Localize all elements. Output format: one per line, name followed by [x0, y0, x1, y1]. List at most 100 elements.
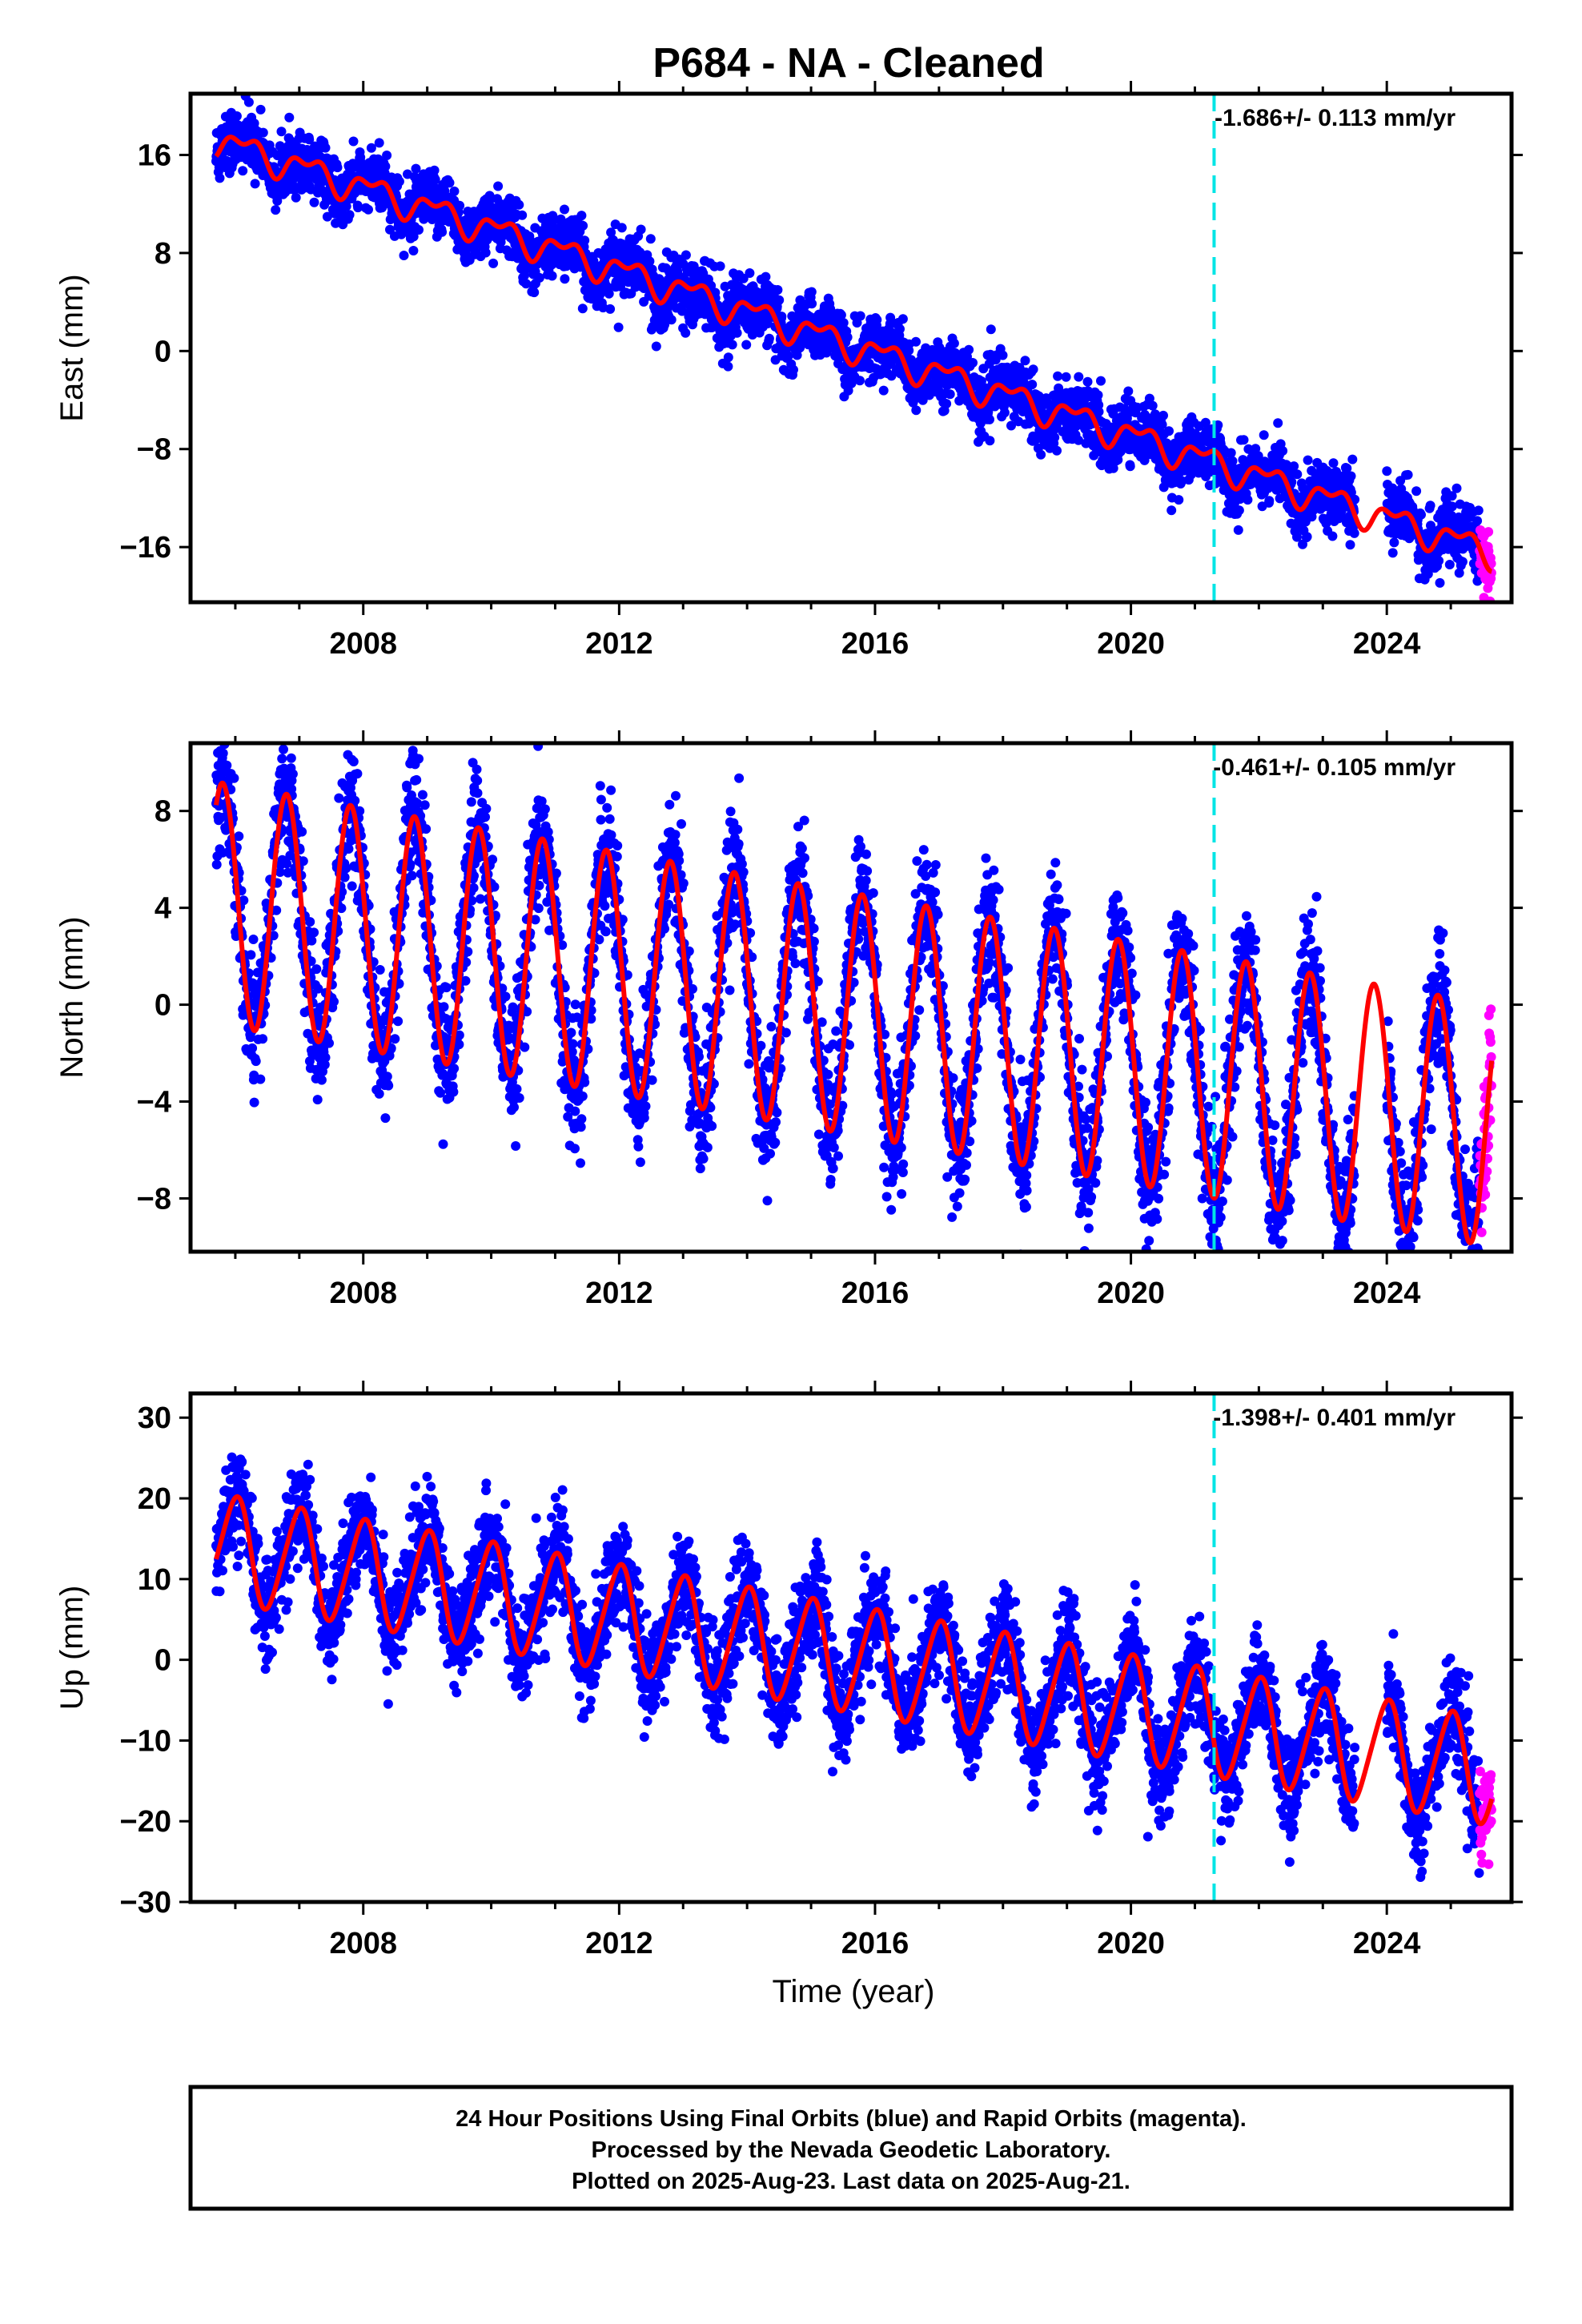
- final-orbit-point: [222, 760, 232, 770]
- final-orbit-point: [548, 215, 558, 225]
- final-orbit-point: [514, 199, 524, 210]
- final-orbit-point: [311, 964, 322, 975]
- final-orbit-point: [985, 436, 995, 446]
- x-tick-label: 2016: [841, 627, 909, 661]
- final-orbit-point: [842, 332, 853, 343]
- final-orbit-point: [243, 97, 254, 107]
- final-orbit-point: [320, 1052, 331, 1063]
- final-orbit-point: [211, 859, 222, 870]
- final-orbit-point: [363, 204, 373, 215]
- final-orbit-point: [343, 844, 354, 854]
- final-orbit-point: [723, 352, 733, 363]
- final-orbit-point: [945, 389, 955, 400]
- final-orbit-point: [215, 173, 225, 183]
- final-orbit-point: [291, 192, 301, 203]
- final-orbit-point: [1053, 371, 1063, 381]
- final-orbit-point: [1457, 557, 1468, 567]
- final-orbit-point: [1327, 531, 1338, 541]
- final-orbit-point: [1328, 458, 1339, 468]
- final-orbit-point: [1411, 486, 1422, 497]
- final-orbit-point: [414, 225, 424, 235]
- final-orbit-point: [309, 197, 319, 207]
- final-orbit-point: [353, 203, 363, 213]
- final-orbit-point: [324, 1038, 334, 1048]
- final-orbit-point: [1036, 449, 1046, 460]
- east-plot-area: [211, 94, 1496, 602]
- final-orbit-point: [286, 753, 296, 763]
- final-orbit-point: [1050, 432, 1060, 443]
- final-orbit-point: [578, 220, 588, 231]
- final-orbit-point: [911, 405, 921, 416]
- final-orbit-point: [347, 881, 357, 891]
- final-orbit-point: [1123, 386, 1134, 396]
- final-orbit-point: [249, 1097, 259, 1108]
- final-orbit-point: [380, 161, 391, 171]
- final-orbit-point: [1052, 445, 1062, 456]
- final-orbit-point: [287, 769, 298, 779]
- final-orbit-point: [1403, 469, 1413, 480]
- final-orbit-point: [1452, 483, 1462, 493]
- final-orbit-point: [534, 272, 544, 283]
- final-orbit-point: [382, 151, 392, 160]
- final-orbit-point: [312, 1095, 323, 1105]
- final-orbit-point: [741, 340, 752, 350]
- final-orbit-point: [547, 271, 557, 281]
- final-orbit-point: [408, 231, 419, 242]
- final-orbit-point: [1382, 466, 1392, 476]
- final-orbit-point: [307, 935, 317, 946]
- final-orbit-point: [429, 165, 440, 175]
- final-orbit-point: [715, 261, 725, 271]
- final-orbit-point: [529, 287, 540, 298]
- final-orbit-point: [911, 336, 921, 347]
- final-orbit-point: [613, 322, 624, 332]
- final-orbit-point: [878, 385, 889, 396]
- final-orbit-point: [1345, 540, 1355, 550]
- final-orbit-point: [1027, 380, 1038, 390]
- final-orbit-point: [1125, 461, 1135, 472]
- final-orbit-point: [806, 287, 817, 297]
- final-orbit-point: [1094, 407, 1104, 417]
- final-orbit-point: [316, 1075, 327, 1085]
- final-orbit-point: [320, 143, 331, 153]
- y-tick-label: 8: [155, 237, 171, 271]
- final-orbit-point: [1347, 454, 1358, 464]
- final-orbit-point: [437, 227, 448, 237]
- final-orbit-point: [444, 178, 455, 188]
- final-orbit-point: [411, 163, 421, 174]
- y-tick-label: 0: [155, 335, 171, 368]
- final-orbit-point: [480, 247, 491, 258]
- final-orbit-point: [255, 104, 266, 115]
- y-tick-label: −8: [137, 433, 171, 467]
- final-orbit-point: [1074, 372, 1084, 382]
- final-orbit-point: [1158, 410, 1168, 420]
- final-orbit-point: [732, 328, 742, 338]
- final-orbit-point: [773, 285, 783, 295]
- final-orbit-point: [366, 143, 376, 153]
- final-orbit-point: [430, 175, 440, 185]
- final-orbit-point: [251, 1056, 261, 1067]
- final-orbit-point: [616, 223, 627, 233]
- final-orbit-point: [1243, 495, 1253, 505]
- final-orbit-point: [484, 191, 495, 201]
- final-orbit-point: [681, 328, 691, 338]
- final-orbit-point: [455, 200, 465, 211]
- final-orbit-point: [258, 1034, 268, 1044]
- final-orbit-point: [238, 166, 248, 176]
- final-orbit-point: [723, 361, 733, 372]
- final-orbit-point: [897, 314, 908, 324]
- final-orbit-point: [229, 773, 239, 783]
- final-orbit-point: [666, 315, 677, 325]
- final-orbit-point: [1389, 537, 1399, 548]
- y-tick-label: 16: [138, 139, 171, 173]
- final-orbit-point: [727, 340, 737, 350]
- final-orbit-point: [231, 111, 242, 121]
- final-orbit-point: [949, 338, 959, 348]
- final-orbit-point: [1346, 471, 1356, 481]
- final-orbit-point: [645, 234, 656, 244]
- final-orbit-point: [329, 996, 339, 1007]
- final-orbit-point: [789, 364, 798, 375]
- final-orbit-point: [1174, 495, 1184, 505]
- rapid-orbit-point: [1484, 527, 1494, 537]
- final-orbit-point: [1349, 528, 1359, 538]
- final-orbit-point: [493, 181, 504, 191]
